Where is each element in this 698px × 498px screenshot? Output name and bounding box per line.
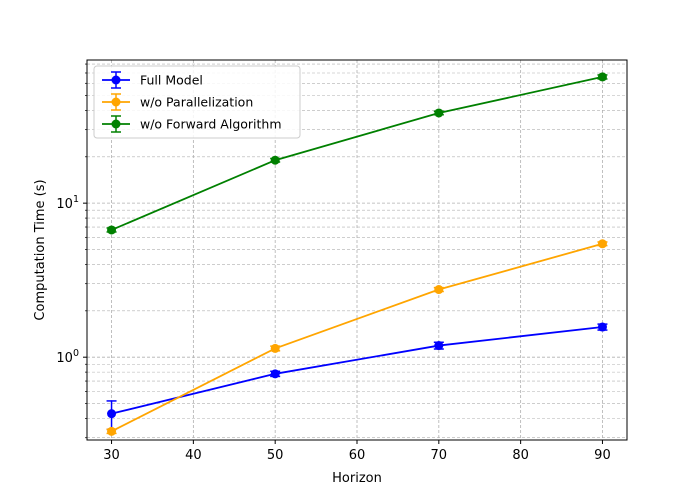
data-point (597, 239, 607, 249)
data-point (270, 369, 280, 379)
legend-marker (111, 75, 121, 85)
x-axis-label: Horizon (332, 471, 382, 486)
legend-entry: Full Model (102, 71, 203, 89)
legend: Full Model w/o Parallelization w/o Forward… (93, 65, 301, 139)
x-tick-label: 30 (103, 448, 120, 463)
data-point (107, 409, 117, 419)
x-tick-label: 40 (185, 448, 202, 463)
data-point (597, 322, 607, 332)
data-point (107, 426, 117, 436)
legend-box (93, 65, 301, 139)
x-tick-label: 80 (512, 448, 529, 463)
y-tick-label-exponent: 0 (73, 348, 79, 359)
series-0 (106, 322, 608, 431)
legend-label: w/o Parallelization (140, 95, 253, 110)
x-tick-label: 50 (267, 448, 284, 463)
y-axis-label: Computation Time (s) (33, 179, 48, 320)
legend-entry: w/o Parallelization (102, 93, 253, 111)
series-line (111, 242, 603, 433)
legend-marker (111, 97, 121, 107)
legend-label: w/o Forward Algorithm (140, 117, 282, 132)
legend-marker (111, 119, 121, 129)
y-tick-label-exponent: 1 (73, 194, 79, 205)
data-point (597, 72, 607, 82)
x-tick-label: 60 (349, 448, 366, 463)
series-layer (106, 72, 608, 436)
x-tick-label: 90 (594, 448, 611, 463)
legend-entry: w/o Forward Algorithm (102, 115, 282, 133)
x-tick-label: 70 (431, 448, 448, 463)
series-line (111, 76, 603, 231)
series-2 (106, 72, 608, 235)
legend-label: Full Model (140, 73, 203, 88)
data-point (434, 341, 444, 351)
series-line (111, 326, 603, 415)
data-point (434, 285, 444, 295)
y-tick-label-base: 10 (56, 351, 73, 366)
data-point (107, 225, 117, 235)
series-1 (106, 239, 608, 436)
data-point (270, 343, 280, 353)
data-point (434, 108, 444, 118)
y-tick-label: 100 (56, 348, 79, 366)
y-tick-label: 101 (56, 194, 79, 212)
y-tick-label-base: 10 (56, 197, 73, 212)
data-point (270, 155, 280, 165)
